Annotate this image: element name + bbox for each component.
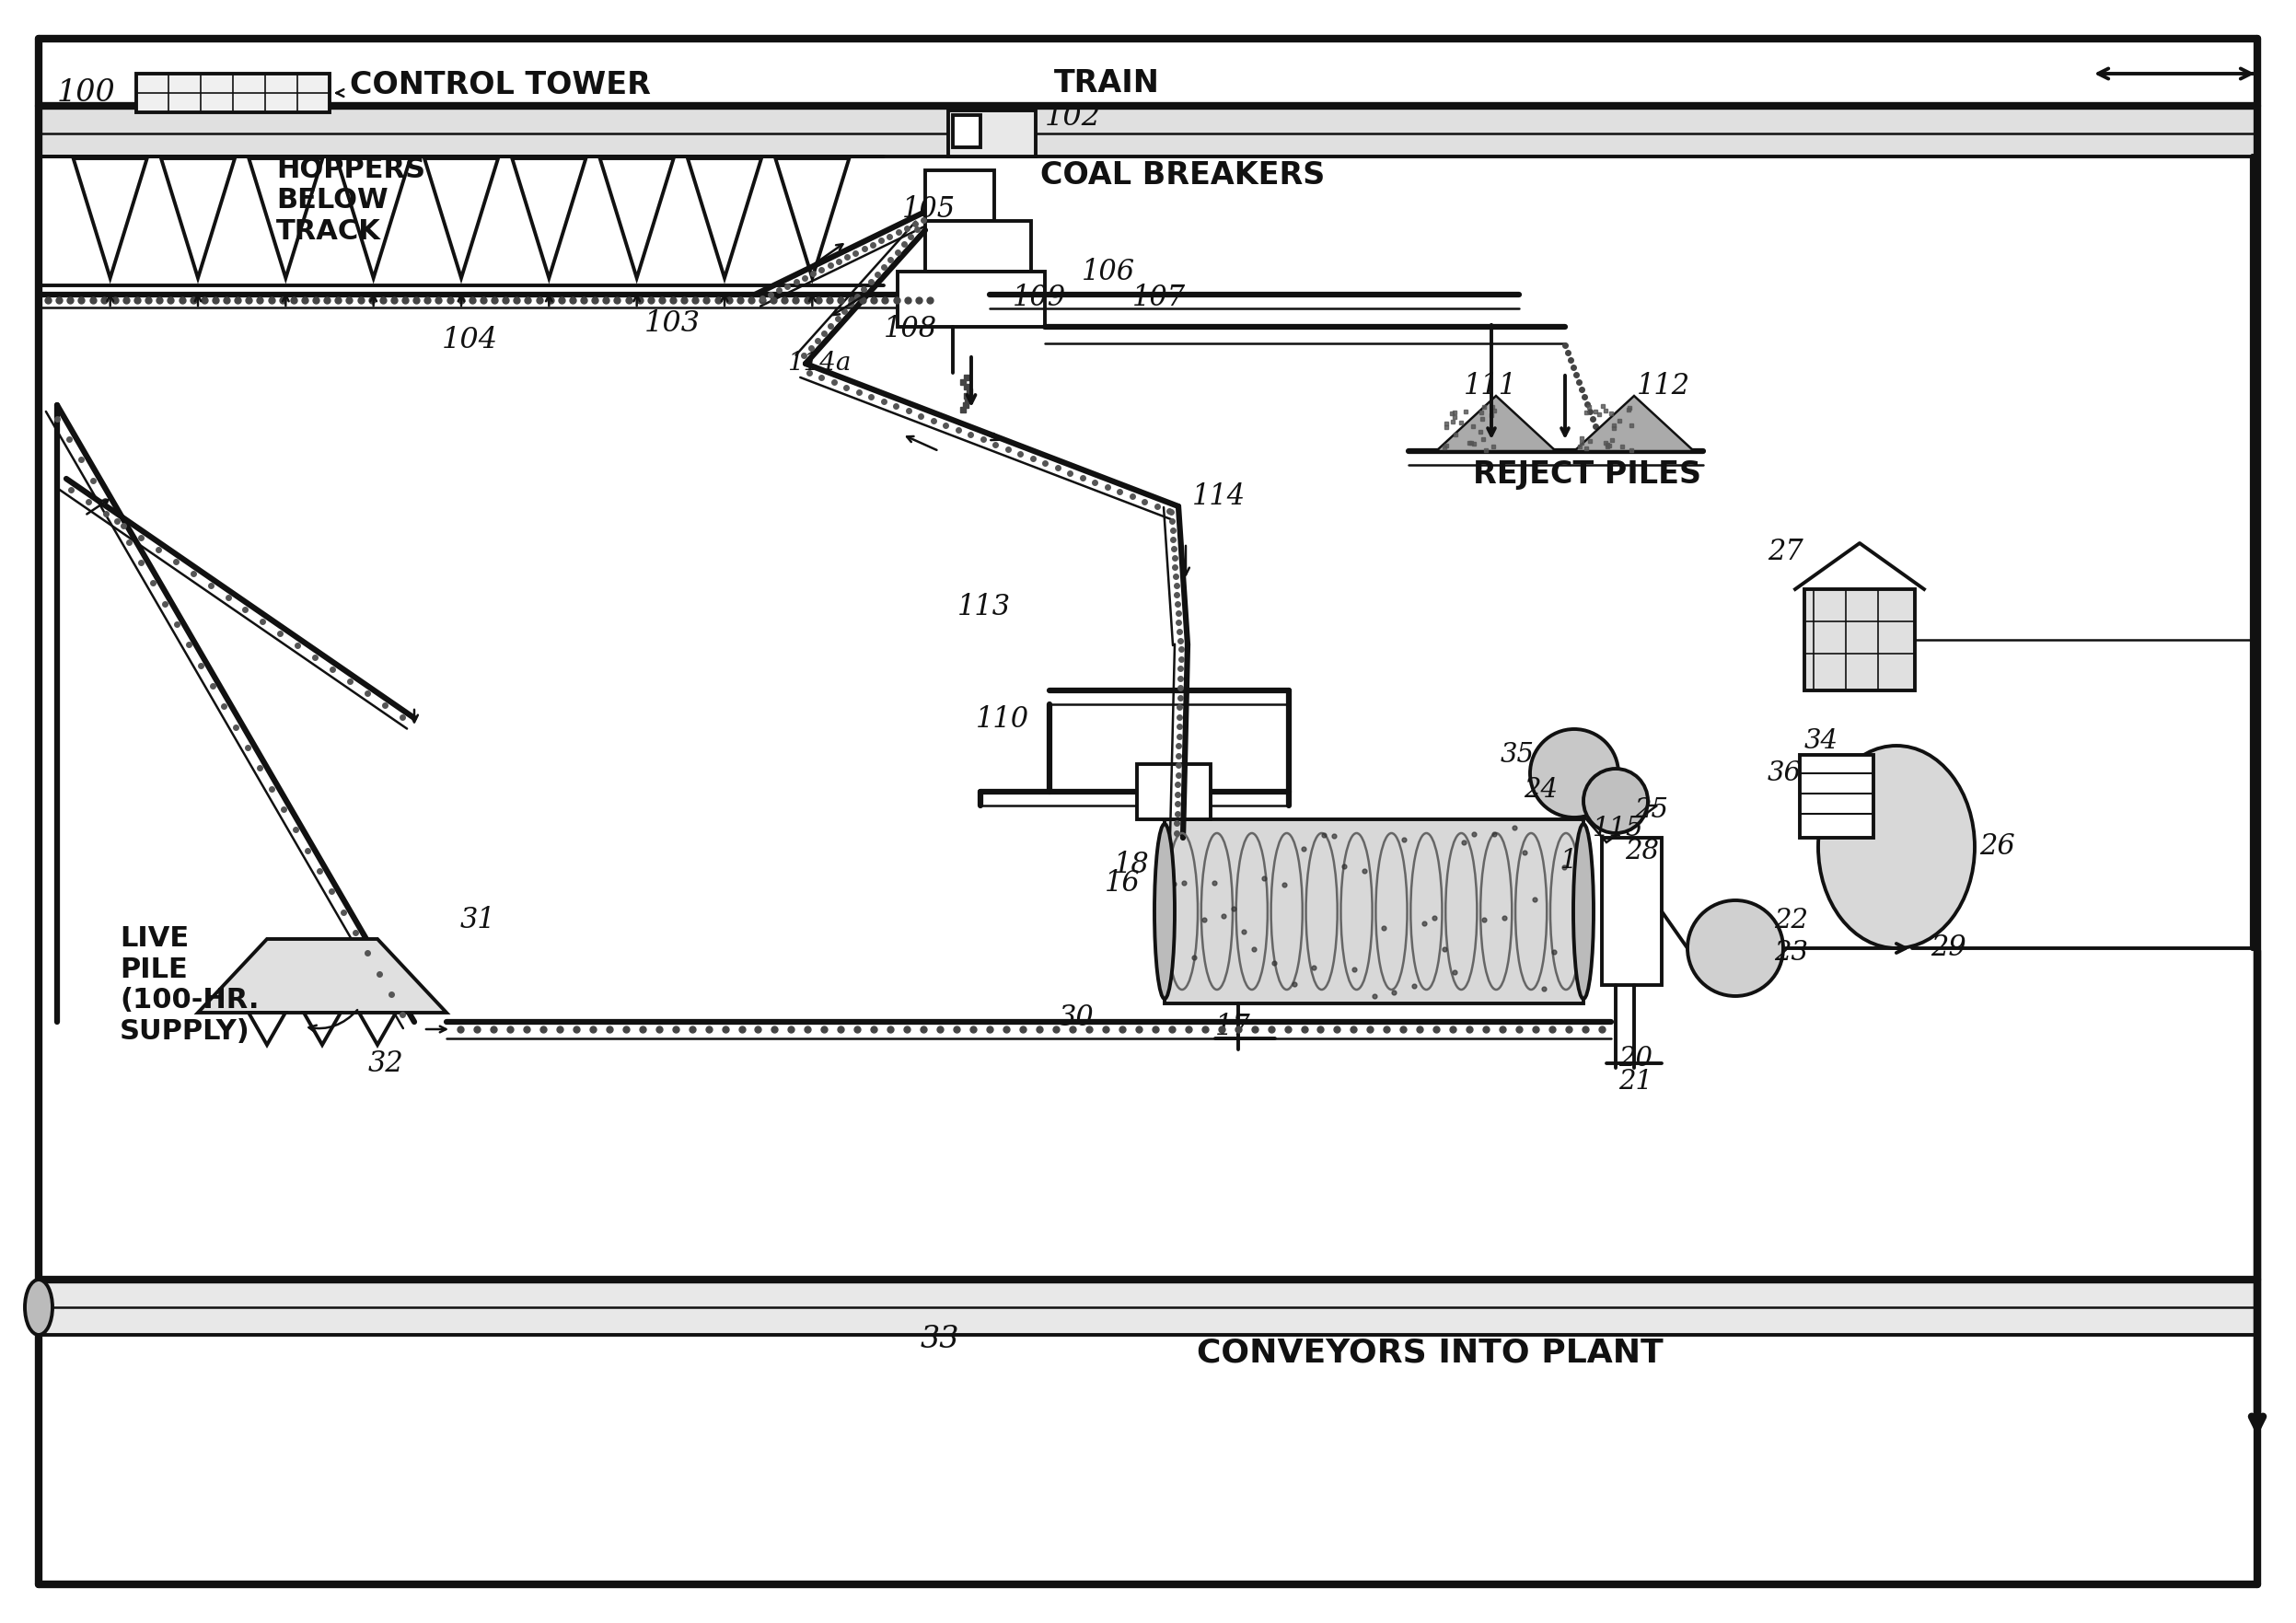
Polygon shape xyxy=(161,159,234,278)
Text: 29: 29 xyxy=(1931,933,1965,962)
Polygon shape xyxy=(248,1013,285,1045)
Polygon shape xyxy=(303,1013,340,1045)
Text: 35: 35 xyxy=(1502,742,1534,768)
Circle shape xyxy=(1688,901,1784,997)
Text: CONTROL TOWER: CONTROL TOWER xyxy=(349,70,650,101)
Text: 18: 18 xyxy=(1114,850,1150,880)
Polygon shape xyxy=(197,940,445,1013)
Text: 19: 19 xyxy=(1561,847,1593,873)
Text: 104: 104 xyxy=(441,326,498,355)
Text: 24: 24 xyxy=(1525,777,1557,803)
Text: 105: 105 xyxy=(902,196,955,224)
Bar xyxy=(948,110,1035,156)
Text: LIVE
PILE
(100-HR.
SUPPLY): LIVE PILE (100-HR. SUPPLY) xyxy=(119,925,259,1045)
Text: 102: 102 xyxy=(1045,104,1102,131)
Text: 36: 36 xyxy=(1768,761,1802,786)
Text: 103: 103 xyxy=(645,310,700,338)
Text: REJECT PILES: REJECT PILES xyxy=(1474,459,1701,489)
Circle shape xyxy=(1584,769,1649,833)
Text: HOPPERS
BELOW
TRACK: HOPPERS BELOW TRACK xyxy=(276,156,425,245)
Text: 31: 31 xyxy=(459,906,496,935)
Text: 115: 115 xyxy=(1593,816,1644,841)
Polygon shape xyxy=(338,159,411,278)
Text: 106: 106 xyxy=(1081,258,1134,286)
Text: 111: 111 xyxy=(1465,372,1518,401)
Ellipse shape xyxy=(1818,745,1975,948)
Text: 22: 22 xyxy=(1775,907,1807,933)
Bar xyxy=(925,221,1031,271)
Ellipse shape xyxy=(25,1279,53,1334)
Text: 17: 17 xyxy=(1215,1013,1251,1040)
Circle shape xyxy=(1529,729,1619,818)
Text: CONVEYORS INTO PLANT: CONVEYORS INTO PLANT xyxy=(1196,1337,1662,1368)
Text: 108: 108 xyxy=(884,315,937,344)
Bar xyxy=(1805,589,1915,690)
Polygon shape xyxy=(1575,396,1694,451)
Bar xyxy=(1603,837,1662,985)
Bar xyxy=(953,115,980,148)
Polygon shape xyxy=(776,159,850,278)
Text: 25: 25 xyxy=(1635,797,1669,823)
Polygon shape xyxy=(599,159,673,278)
Polygon shape xyxy=(689,159,762,278)
Text: 16: 16 xyxy=(1104,870,1141,898)
Polygon shape xyxy=(248,159,321,278)
Text: 113: 113 xyxy=(957,594,1010,622)
Text: 114a: 114a xyxy=(788,351,852,377)
Text: 100: 100 xyxy=(57,78,115,107)
Text: 107: 107 xyxy=(1132,282,1185,312)
Polygon shape xyxy=(425,159,498,278)
Text: 112: 112 xyxy=(1637,372,1690,401)
Text: 21: 21 xyxy=(1619,1070,1653,1094)
Bar xyxy=(898,271,1045,326)
Polygon shape xyxy=(1437,396,1557,451)
Text: 27: 27 xyxy=(1768,539,1802,566)
Text: 110: 110 xyxy=(976,706,1029,734)
Text: 30: 30 xyxy=(1058,1003,1095,1032)
Text: 32: 32 xyxy=(367,1048,404,1078)
Polygon shape xyxy=(73,159,147,278)
Bar xyxy=(1800,755,1874,837)
Bar xyxy=(1137,764,1210,820)
Bar xyxy=(1164,820,1584,1003)
Text: COAL BREAKERS: COAL BREAKERS xyxy=(1040,159,1325,190)
Polygon shape xyxy=(358,1013,395,1045)
Text: 33: 33 xyxy=(921,1324,960,1354)
Text: 26: 26 xyxy=(1979,833,2016,862)
Text: TRAIN: TRAIN xyxy=(1054,68,1159,97)
Polygon shape xyxy=(512,159,585,278)
Bar xyxy=(925,170,994,221)
Text: 114: 114 xyxy=(1192,484,1247,511)
Ellipse shape xyxy=(1155,824,1176,998)
Text: 28: 28 xyxy=(1626,839,1660,865)
Bar xyxy=(135,73,331,112)
Text: 34: 34 xyxy=(1805,729,1839,755)
Text: 23: 23 xyxy=(1775,940,1807,966)
Ellipse shape xyxy=(1573,824,1593,998)
Text: 20: 20 xyxy=(1619,1045,1653,1071)
Text: 109: 109 xyxy=(1013,282,1065,312)
